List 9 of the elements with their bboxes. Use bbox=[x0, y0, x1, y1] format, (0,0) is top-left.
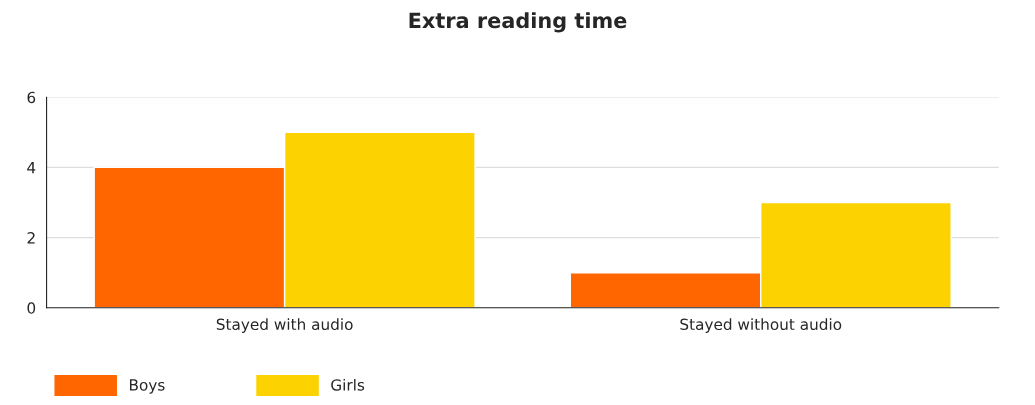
x-tick-label: Stayed without audio bbox=[680, 318, 842, 333]
y-tick-label: 2 bbox=[27, 232, 35, 244]
legend-label: Boys bbox=[129, 379, 165, 394]
y-tick-label: 6 bbox=[27, 91, 36, 104]
y-tick-label: 4 bbox=[27, 162, 36, 174]
chart-title: Extra reading time bbox=[409, 12, 627, 33]
x-tick-label: Stayed with audio bbox=[216, 318, 353, 333]
legend-label: Girls bbox=[331, 378, 365, 391]
y-tick-label: 0 bbox=[27, 302, 36, 314]
